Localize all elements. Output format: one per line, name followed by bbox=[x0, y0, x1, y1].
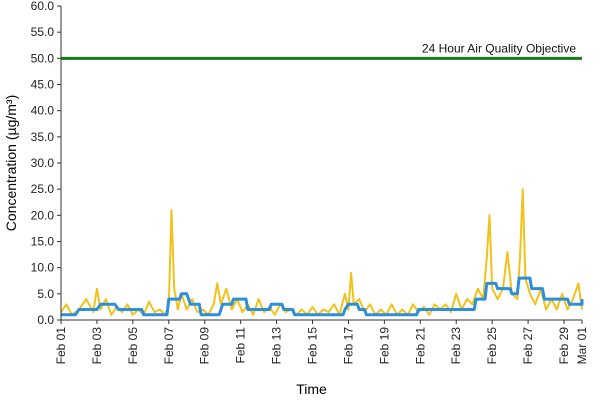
x-tick-label: Feb 25 bbox=[485, 327, 499, 365]
y-tick-label: 30.0 bbox=[31, 156, 55, 170]
x-tick-label: Feb 23 bbox=[449, 327, 463, 365]
y-tick-label: 20.0 bbox=[31, 208, 55, 222]
y-axis-title: Concentration (µg/m³) bbox=[3, 95, 19, 231]
y-tick-label: 55.0 bbox=[31, 25, 55, 39]
y-tick-label: 50.0 bbox=[31, 51, 55, 65]
x-tick-label: Feb 13 bbox=[270, 327, 284, 365]
x-tick-label: Feb 03 bbox=[90, 327, 104, 365]
x-tick-label: Feb 19 bbox=[377, 327, 391, 365]
y-tick-label: 15.0 bbox=[31, 235, 55, 249]
x-tick-label: Feb 01 bbox=[54, 327, 68, 365]
x-tick-label: Feb 17 bbox=[341, 327, 355, 365]
x-tick-label: Feb 09 bbox=[198, 327, 212, 365]
x-tick-label: Mar 01 bbox=[575, 327, 589, 365]
y-axis-ticks: 0.0 5.0 10.0 15.0 20.0 25.0 30.0 35.0 40.0 45.0 50… bbox=[31, 0, 61, 327]
x-axis-ticks: Feb 01 Feb 03 Feb 05 Feb 07 Feb 09 Feb 11 Feb … bbox=[54, 320, 589, 364]
x-tick-label: Feb 07 bbox=[162, 327, 176, 365]
series-layer bbox=[60, 188, 584, 317]
x-tick-label: Feb 15 bbox=[306, 327, 320, 365]
y-tick-label: 45.0 bbox=[31, 78, 55, 92]
daily-series-line bbox=[61, 276, 584, 317]
y-tick-label: 5.0 bbox=[37, 287, 54, 301]
x-tick-label: Feb 11 bbox=[234, 327, 248, 364]
y-tick-label: 40.0 bbox=[31, 104, 55, 118]
y-tick-label: 25.0 bbox=[31, 182, 55, 196]
x-tick-label: Feb 21 bbox=[413, 327, 427, 365]
y-tick-label: 10.0 bbox=[31, 261, 55, 275]
y-tick-label: 35.0 bbox=[31, 130, 55, 144]
y-tick-label: 60.0 bbox=[31, 0, 55, 13]
x-tick-label: Feb 05 bbox=[126, 327, 140, 365]
objective-reference-label: 24 Hour Air Quality Objective bbox=[422, 41, 576, 55]
x-tick-label: Feb 29 bbox=[557, 327, 571, 365]
hourly-series-line bbox=[60, 188, 583, 316]
y-tick-label: 0.0 bbox=[37, 313, 54, 327]
x-axis-title: Time bbox=[296, 381, 327, 397]
x-tick-label: Feb 27 bbox=[521, 327, 535, 365]
